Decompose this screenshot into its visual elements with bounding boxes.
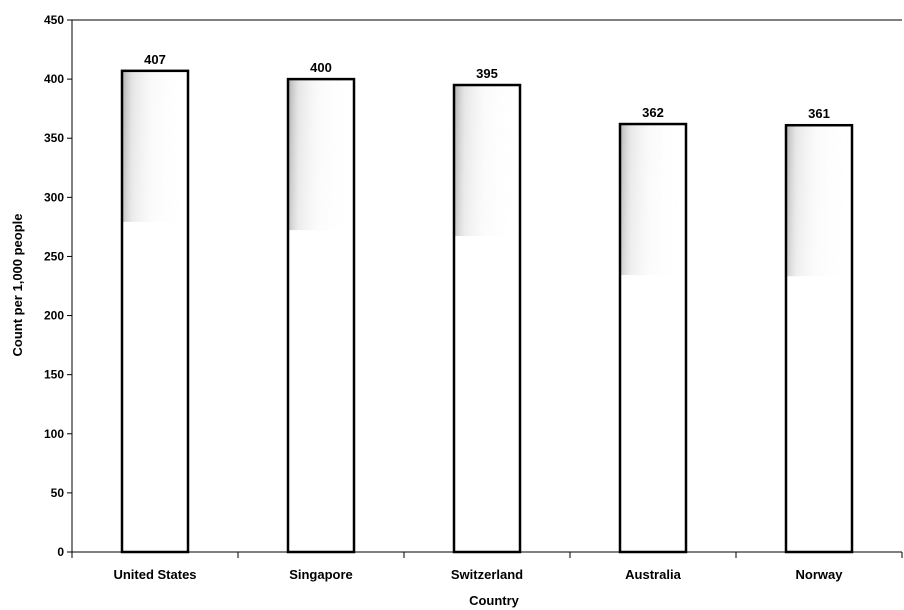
data-label: 362 bbox=[642, 105, 664, 120]
bar-outline bbox=[618, 122, 688, 554]
bar-group bbox=[286, 77, 356, 554]
y-tick-label: 200 bbox=[44, 309, 64, 323]
x-tick-label: United States bbox=[113, 567, 196, 582]
bar-outline bbox=[452, 83, 522, 554]
y-tick-label: 100 bbox=[44, 427, 64, 441]
data-label: 361 bbox=[808, 106, 830, 121]
bar-outline bbox=[286, 77, 356, 554]
x-tick-label: Norway bbox=[796, 567, 844, 582]
bar-shading bbox=[455, 86, 519, 237]
bar-shading bbox=[787, 126, 851, 277]
bar-group bbox=[784, 123, 854, 554]
bar-shading bbox=[123, 71, 187, 222]
y-tick-label: 150 bbox=[44, 368, 64, 382]
y-tick-label: 450 bbox=[44, 13, 64, 27]
data-label: 395 bbox=[476, 66, 498, 81]
bar-outline bbox=[784, 123, 854, 554]
y-tick-label: 0 bbox=[57, 545, 64, 559]
bar-outline bbox=[120, 69, 190, 554]
y-tick-label: 400 bbox=[44, 72, 64, 86]
x-tick-label: Switzerland bbox=[451, 567, 523, 582]
bars bbox=[120, 69, 854, 554]
y-tick-label: 350 bbox=[44, 131, 64, 145]
y-tick-label: 250 bbox=[44, 249, 64, 263]
x-tick-label: Australia bbox=[625, 567, 681, 582]
data-labels: 407 400 395 362 361 bbox=[144, 52, 830, 121]
y-tick-label: 300 bbox=[44, 190, 64, 204]
bar-shading bbox=[621, 125, 685, 276]
data-label: 407 bbox=[144, 52, 166, 67]
bar-group bbox=[120, 69, 190, 554]
bar-group bbox=[618, 122, 688, 554]
x-axis-title: Country bbox=[469, 593, 520, 608]
y-tick-label: 50 bbox=[51, 486, 65, 500]
x-tick-label: Singapore bbox=[289, 567, 353, 582]
bar-group bbox=[452, 83, 522, 554]
x-axis: United States Singapore Switzerland Austral… bbox=[71, 551, 903, 582]
y-axis-title: Count per 1,000 people bbox=[10, 213, 25, 356]
bar-shading bbox=[289, 80, 353, 231]
y-axis: 0 50 100 150 200 250 300 350 400 450 bbox=[44, 13, 902, 559]
data-label: 400 bbox=[310, 60, 332, 75]
